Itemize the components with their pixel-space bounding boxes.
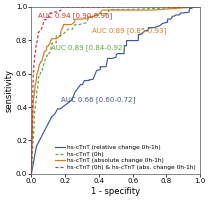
Legend: hs-cTnT (relative change 0h-1h), hs-cTnT (0h), hs-cTnT (absolute change 0h-1h), : hs-cTnT (relative change 0h-1h), hs-cTnT…: [53, 144, 197, 171]
Text: AUC 0.89 [0.85-0.93]: AUC 0.89 [0.85-0.93]: [92, 28, 166, 34]
Text: AUC 0.89 [0.84-0.92]: AUC 0.89 [0.84-0.92]: [51, 44, 125, 51]
Y-axis label: sensitivity: sensitivity: [4, 69, 13, 112]
Text: AUC 0.66 [0.60-0.72]: AUC 0.66 [0.60-0.72]: [61, 96, 135, 103]
X-axis label: 1 - specifity: 1 - specifity: [91, 187, 140, 196]
Text: AUC 0.94 [0.90-0.96]: AUC 0.94 [0.90-0.96]: [38, 13, 112, 19]
